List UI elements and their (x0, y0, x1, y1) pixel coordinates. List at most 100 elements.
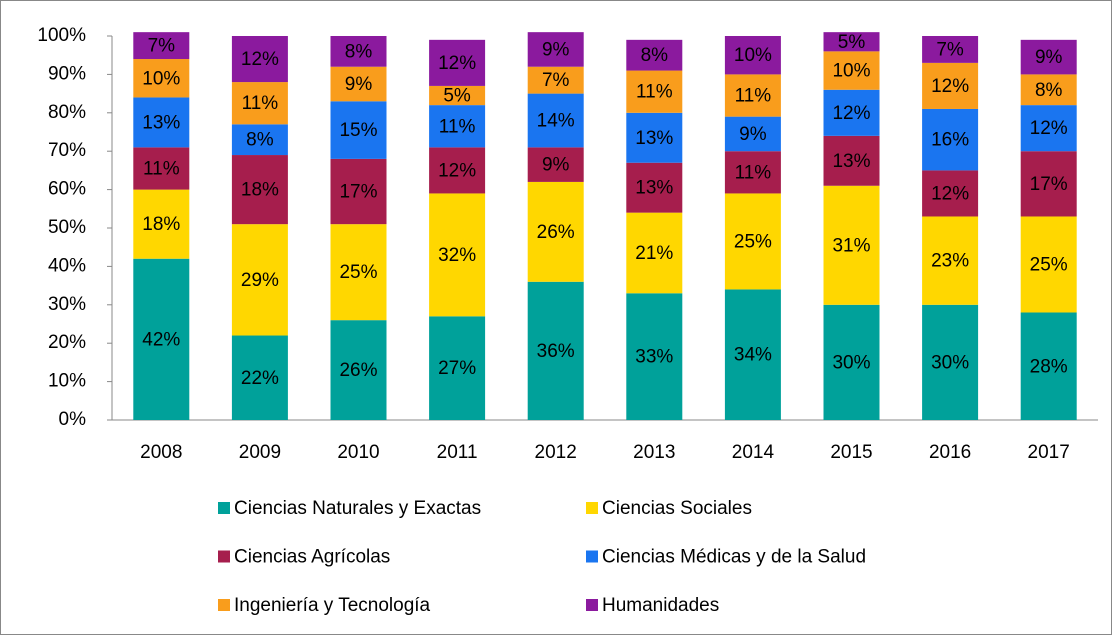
bar-segment (922, 62, 979, 109)
y-tick-label: 70% (48, 140, 86, 161)
bar-segment (133, 32, 190, 60)
legend-label: Ciencias Médicas y de la Salud (602, 547, 866, 568)
bar-segment (823, 32, 880, 52)
bar-segment (922, 170, 979, 217)
y-tick-label: 80% (48, 102, 86, 123)
x-tick-label: 2013 (633, 442, 675, 463)
x-tick-label: 2010 (337, 442, 379, 463)
data-label: 30% (931, 352, 969, 373)
legend-label: Ciencias Sociales (602, 498, 752, 519)
x-tick-label: 2015 (830, 442, 872, 463)
data-label: 5% (838, 32, 866, 53)
data-label: 10% (832, 61, 870, 82)
bar-segment (231, 335, 288, 420)
data-label: 12% (241, 49, 279, 70)
bar-segment (330, 320, 387, 420)
legend-swatch (218, 502, 230, 514)
x-tick-label: 2017 (1028, 442, 1070, 463)
data-label: 11% (439, 116, 476, 137)
legend-swatch (218, 550, 230, 563)
x-tick-label: 2014 (732, 442, 775, 463)
bar-segment (231, 124, 288, 156)
bar-segment (1020, 105, 1077, 152)
bar-segment (922, 216, 979, 305)
data-label: 11% (735, 86, 772, 107)
legend-label: Humanidades (602, 595, 719, 616)
bar-segment (823, 51, 880, 90)
bar-segment (330, 36, 387, 67)
data-label: 9% (542, 155, 570, 176)
x-tick-label: 2011 (437, 442, 478, 463)
data-label: 13% (635, 128, 673, 149)
bar-segment (429, 147, 486, 194)
data-label: 9% (345, 74, 373, 95)
data-label: 9% (542, 39, 570, 60)
bar-segment (330, 224, 387, 321)
bar-segment (429, 316, 486, 420)
data-label: 10% (142, 68, 180, 89)
bar-segment (724, 116, 781, 152)
bar-segment (626, 293, 683, 420)
bar-segment (527, 66, 584, 94)
bar-segment (823, 89, 880, 136)
bar-segment (922, 108, 979, 171)
x-tick-label: 2016 (929, 442, 971, 463)
data-label: 16% (931, 130, 969, 151)
bar-segment (133, 59, 190, 98)
data-label: 17% (339, 182, 377, 203)
bar-segment (922, 36, 979, 63)
bar-segment (527, 32, 584, 67)
bar-segment (330, 66, 387, 102)
bar-segment (231, 155, 288, 225)
y-tick-label: 100% (37, 25, 86, 46)
data-label: 8% (246, 130, 274, 151)
data-label: 11% (735, 162, 772, 183)
data-label: 29% (241, 270, 279, 291)
data-label: 42% (142, 329, 180, 350)
bar-segment (724, 151, 781, 194)
data-label: 18% (241, 180, 279, 201)
bar-segment (231, 36, 288, 83)
y-tick-label: 50% (48, 217, 86, 238)
data-label: 25% (1030, 254, 1068, 275)
data-label: 12% (438, 53, 476, 74)
data-label: 9% (739, 124, 767, 145)
data-label: 26% (339, 360, 377, 381)
data-label: 25% (339, 262, 377, 283)
data-label: 7% (542, 70, 570, 91)
x-tick-label: 2009 (239, 442, 281, 463)
data-label: 31% (832, 235, 870, 256)
data-label: 32% (438, 245, 476, 266)
legend-swatch (586, 502, 598, 514)
data-label: 13% (832, 151, 870, 172)
data-label: 36% (537, 341, 575, 362)
data-label: 14% (537, 110, 575, 131)
data-label: 13% (635, 178, 673, 199)
bar-segment (1020, 312, 1077, 420)
bar-segment (429, 105, 486, 148)
bar-segment (429, 193, 486, 317)
data-label: 21% (635, 243, 673, 264)
data-label: 18% (142, 214, 180, 235)
legend-swatch (586, 550, 598, 563)
data-label: 7% (148, 36, 176, 57)
data-label: 12% (931, 76, 969, 97)
legend-swatch (218, 599, 230, 611)
bar-segment (724, 74, 781, 117)
bar-segment (1020, 74, 1077, 106)
bar-segment (133, 147, 190, 190)
data-label: 12% (832, 103, 870, 124)
bar-segment (133, 189, 190, 259)
bar-segment (330, 158, 387, 225)
y-tick-label: 10% (48, 371, 86, 392)
y-tick-label: 30% (48, 294, 86, 315)
bar-segment (429, 39, 486, 86)
data-label: 11% (242, 93, 279, 114)
bar-segment (823, 185, 880, 305)
bar-segment (626, 212, 683, 294)
y-tick-label: 40% (48, 255, 86, 276)
data-label: 12% (438, 160, 476, 181)
data-label: 15% (339, 120, 377, 141)
bar-segment (626, 162, 683, 213)
